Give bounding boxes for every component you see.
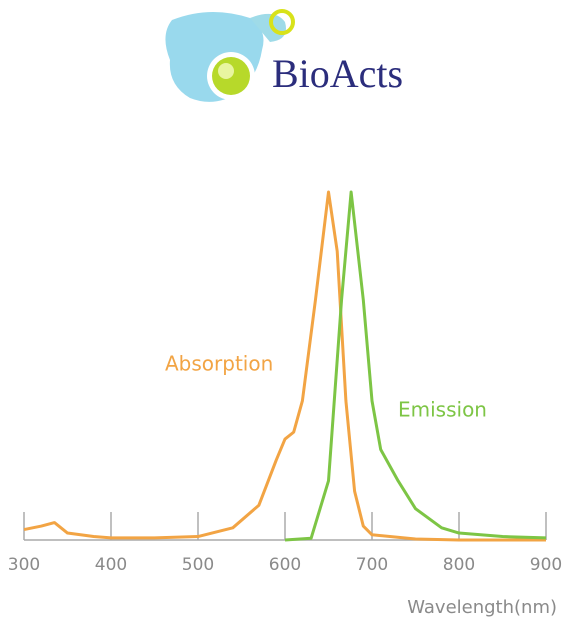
x-tick-label: 300: [8, 555, 40, 575]
x-tick-label: 500: [182, 555, 214, 575]
series-line: [284, 190, 547, 542]
series-line: [23, 190, 546, 542]
series-label: Emission: [398, 398, 487, 422]
series-label: Absorption: [165, 352, 273, 376]
x-tick-label: 700: [356, 555, 388, 575]
x-tick-label: 400: [95, 555, 127, 575]
x-tick-label: 800: [443, 555, 475, 575]
x-axis-label: Wavelength(nm): [407, 597, 557, 618]
x-tick-label: 600: [269, 555, 301, 575]
logo: BioActs: [165, 9, 403, 102]
logo-text: BioActs: [272, 51, 403, 96]
x-tick-label: 900: [530, 555, 562, 575]
